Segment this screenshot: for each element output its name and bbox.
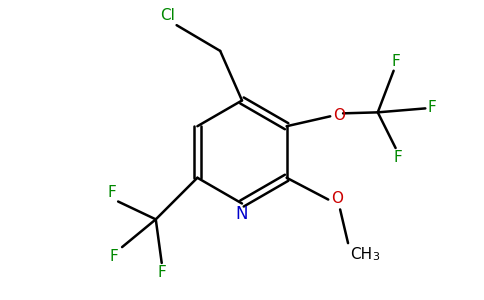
Text: 3: 3 [372,252,379,262]
Text: F: F [427,100,436,115]
Text: F: F [107,184,116,200]
Text: F: F [157,265,166,280]
Text: Cl: Cl [160,8,175,23]
Text: CH: CH [350,247,372,262]
Text: N: N [236,206,248,224]
Text: F: F [393,150,402,165]
Text: F: F [391,54,400,69]
Text: F: F [109,249,118,264]
Text: O: O [333,108,345,123]
Text: O: O [331,191,343,206]
